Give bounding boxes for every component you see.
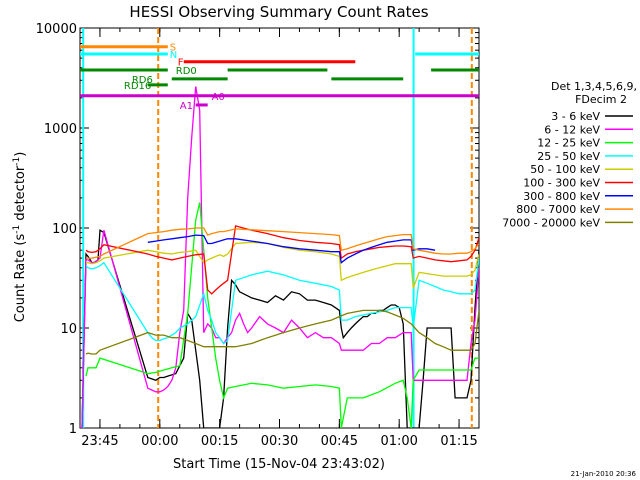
footer-date: 21-Jan-2010 20:36 — [571, 470, 637, 478]
flag-label: RD6 — [132, 75, 153, 86]
legend-entry-label: 3 - 6 keV — [551, 110, 600, 123]
y-axis-label-end: ) — [13, 152, 28, 157]
legend-entry-label: 300 - 800 keV — [523, 190, 600, 203]
legend-entry-label: 12 - 25 keV — [537, 137, 600, 150]
flag-label: A0 — [212, 92, 225, 103]
y-tick-label: 10000 — [36, 22, 77, 37]
flag-label: RD0 — [176, 66, 197, 77]
legend-entry-label: 6 - 12 keV — [544, 123, 600, 136]
series-line-6 — [85, 225, 479, 295]
y-axis-label-sup1: -1 — [12, 225, 22, 234]
x-tick-label: 00:45 — [321, 434, 358, 449]
flag-label: A1 — [180, 101, 193, 112]
y-axis-label-mid: detector — [13, 165, 28, 225]
x-tick-label: 00:00 — [141, 434, 178, 449]
series-line-7 — [147, 234, 436, 264]
legend-entry-label: 25 - 50 keV — [537, 150, 600, 163]
series-line-9 — [85, 309, 479, 355]
legend-entry-label: 7000 - 20000 keV — [502, 216, 600, 229]
legend-entry-label: 800 - 7000 keV — [516, 203, 600, 216]
y-axis-label: Count Rate (s-1 detector-1) — [12, 152, 28, 323]
series-line-3 — [85, 202, 479, 428]
x-tick-label: 00:15 — [201, 434, 238, 449]
y-tick-label: 10 — [60, 322, 77, 337]
x-axis-label: Start Time (15-Nov-04 23:43:02) — [173, 457, 385, 472]
chart-title: HESSI Observing Summary Count Rates — [129, 3, 428, 21]
data-area — [80, 28, 479, 428]
y-tick-label: 100 — [52, 222, 77, 237]
series-line-2 — [80, 86, 479, 428]
series-line-5 — [86, 241, 479, 289]
series-line-8 — [86, 227, 479, 259]
x-tick-label: 23:45 — [81, 434, 118, 449]
legend-entry-label: 100 - 300 keV — [523, 177, 600, 190]
svg-text:Count Rate (s-1 detector-1): Count Rate (s-1 detector-1) — [12, 152, 28, 323]
flag-label: F — [178, 58, 184, 69]
axes: 1 10 100 1000 10000 23:45 00:00 00:15 00:30 00:45… — [36, 22, 480, 449]
x-tick-label: 01:00 — [380, 434, 417, 449]
flag-label: RD16 — [124, 81, 151, 92]
y-axis-label-sup2: -1 — [12, 157, 22, 166]
legend-header-line2: FDecim 2 — [575, 93, 627, 106]
y-axis-label-main: Count Rate (s — [13, 234, 28, 323]
y-tick-label: 1 — [69, 422, 77, 437]
y-tick-label: 1000 — [44, 122, 77, 137]
flag-label: S — [170, 43, 176, 54]
x-tick-label: 00:30 — [261, 434, 298, 449]
flag-label: N — [170, 50, 177, 61]
x-tick-label: 01:15 — [440, 434, 477, 449]
series-line-1 — [80, 229, 479, 428]
legend-entry-label: 50 - 100 keV — [530, 163, 600, 176]
legend-header-line1: Det 1,3,4,5,6,9, — [551, 80, 637, 93]
series-line-4 — [85, 258, 479, 345]
